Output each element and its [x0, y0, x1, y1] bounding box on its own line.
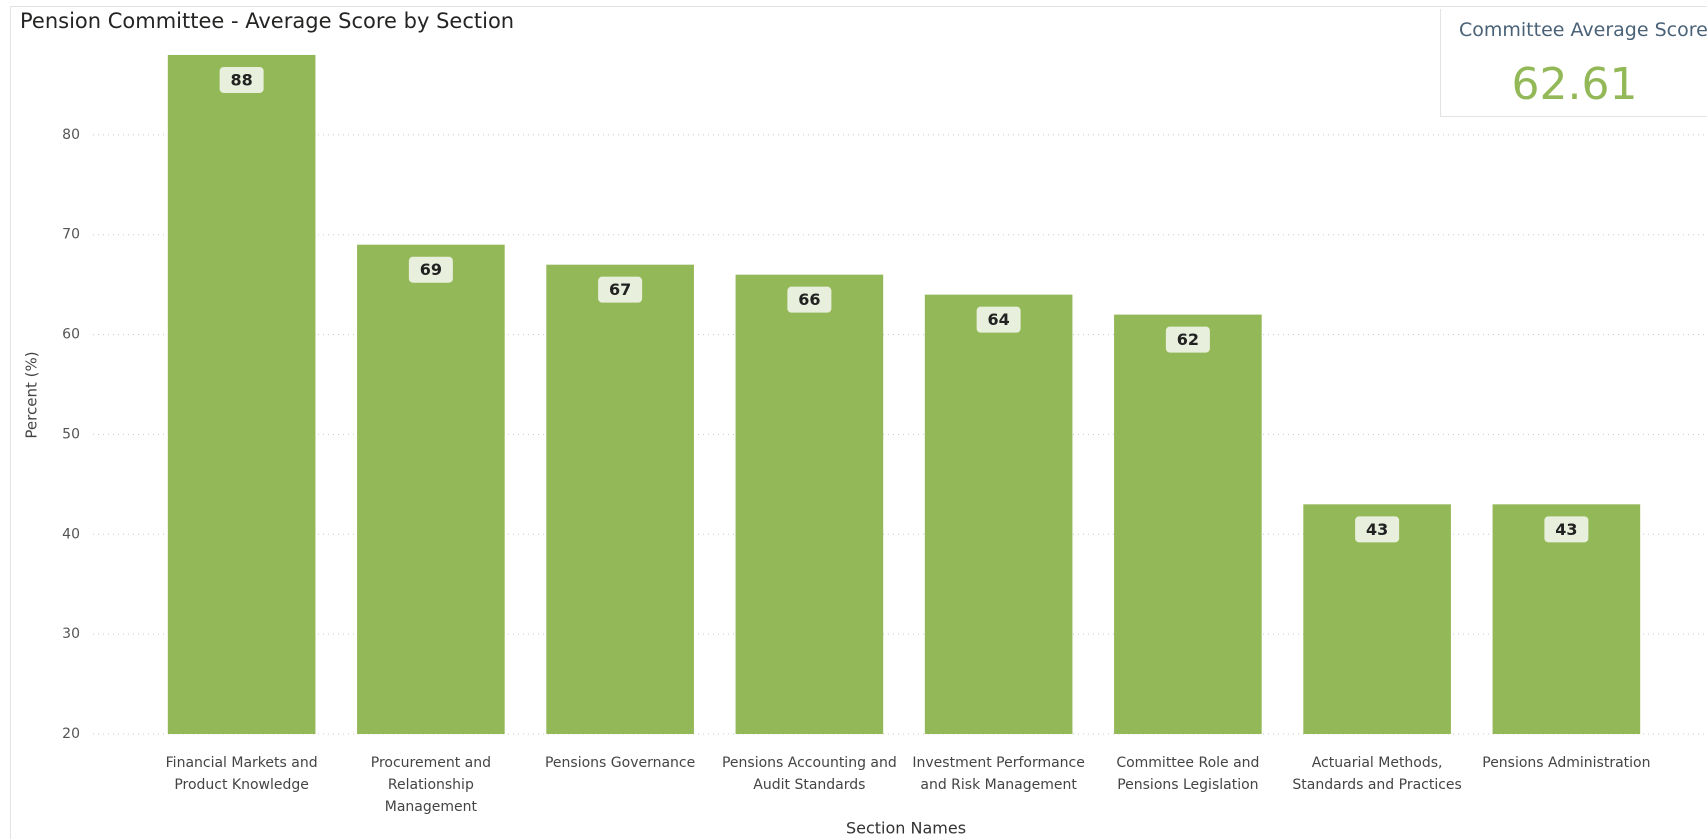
y-tick-label: 40 [62, 526, 80, 542]
x-tick-label: Investment Performance and Risk Manageme… [912, 755, 1085, 793]
y-tick-label: 70 [62, 227, 80, 243]
x-tick-label: Financial Markets and Product Knowledge [165, 755, 318, 793]
bar [735, 274, 884, 734]
data-label: 62 [1177, 330, 1199, 349]
bar [167, 54, 316, 734]
data-label: 43 [1555, 520, 1577, 539]
data-label-box [598, 276, 643, 303]
data-label: 64 [987, 310, 1009, 329]
bar [924, 294, 1073, 734]
data-label-box [1355, 516, 1400, 543]
card-value: 62.61 [1511, 59, 1638, 110]
data-label-box [787, 286, 832, 313]
y-tick-label: 30 [62, 626, 80, 642]
y-axis-title: Percent (%) [23, 351, 41, 438]
data-label: 43 [1366, 520, 1388, 539]
x-tick-label: Actuarial Methods, Standards and Practic… [1292, 755, 1462, 793]
frame [10, 6, 1707, 839]
data-label: 69 [420, 260, 442, 279]
bar [1114, 314, 1262, 734]
y-tick-label: 50 [62, 426, 80, 442]
kpi-card: Committee Average Score 62.61 [1440, 9, 1707, 117]
bar [357, 244, 505, 734]
y-tick-label: 60 [62, 327, 80, 343]
bar [546, 264, 694, 734]
data-label: 88 [230, 70, 252, 89]
data-label: 66 [798, 290, 820, 309]
data-label-box [219, 66, 264, 93]
data-label-box [1544, 516, 1589, 543]
card-title: Committee Average Score [1459, 19, 1707, 41]
data-label-box [976, 306, 1021, 333]
y-tick-label: 80 [62, 127, 80, 143]
data-label-box [1165, 326, 1210, 353]
x-axis-title: Section Names [846, 819, 966, 838]
x-tick-label: Pensions Governance [544, 755, 696, 771]
data-label-box [408, 256, 453, 283]
x-tick-label: Pensions Administration [1482, 755, 1651, 771]
x-tick-label: Committee Role and Pensions Legislation [1116, 755, 1260, 793]
data-label: 67 [609, 280, 631, 299]
x-tick-label: Procurement and Relationship Management [370, 755, 491, 815]
bar [1303, 504, 1451, 734]
bar [1492, 504, 1641, 734]
y-tick-label: 20 [62, 726, 80, 742]
x-tick-label: Pensions Accounting and Audit Standards [721, 755, 897, 793]
chart-title: Pension Committee - Average Score by Sec… [20, 9, 514, 33]
